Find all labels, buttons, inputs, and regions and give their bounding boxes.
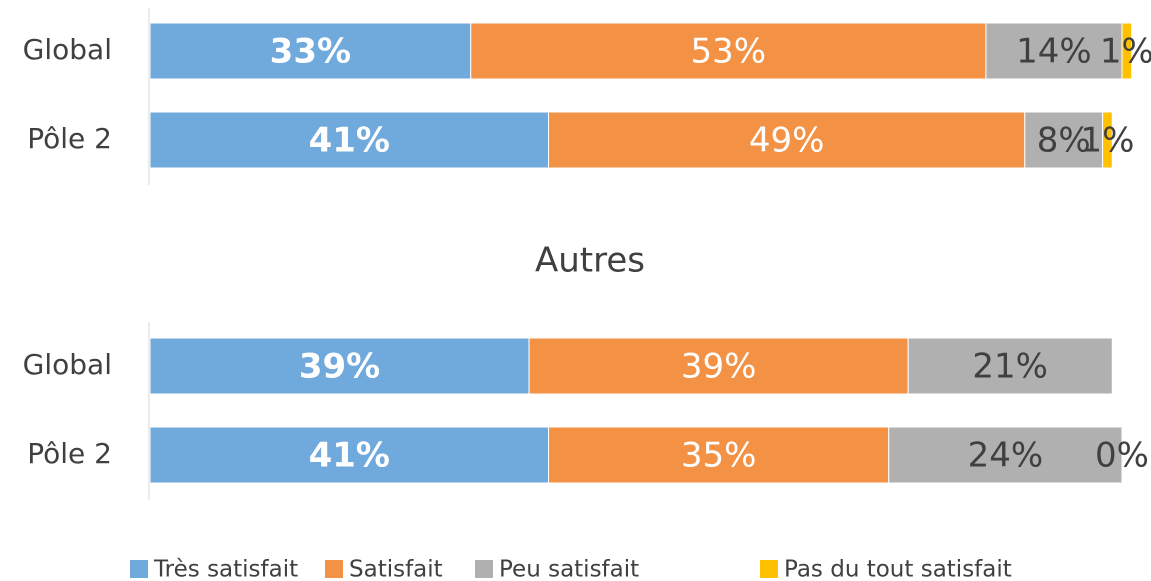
data-label: 33%	[270, 32, 351, 72]
legend-swatch	[325, 560, 343, 578]
bar-segment	[548, 111, 1026, 169]
legend-label: Très satisfait	[153, 557, 298, 581]
data-label: 39%	[299, 347, 380, 387]
legend-swatch	[475, 560, 493, 578]
bar-segment	[149, 22, 472, 80]
bar-segment	[149, 111, 550, 169]
data-label: 1%	[1100, 32, 1151, 72]
bar-segment	[470, 22, 987, 80]
data-label: 49%	[749, 121, 825, 161]
data-label: 1%	[1080, 121, 1134, 161]
bar-segment	[907, 337, 1113, 395]
bar-segment	[548, 426, 890, 484]
legend-swatch	[130, 560, 148, 578]
data-label: 8%	[1037, 121, 1091, 161]
category-label: Pôle 2	[27, 122, 112, 155]
bar-segment	[528, 337, 909, 395]
bar-segment	[149, 426, 550, 484]
data-label: 14%	[1016, 32, 1092, 72]
category-label: Global	[23, 33, 112, 66]
data-label: 53%	[691, 32, 767, 72]
data-label: 39%	[681, 347, 757, 387]
legend-label: Pas du tout satisfait	[784, 557, 1012, 581]
legend-label: Peu satisfait	[499, 557, 639, 581]
chart-title: Autres	[535, 241, 645, 281]
data-label: 35%	[681, 436, 757, 476]
data-label: 0%	[1095, 436, 1149, 476]
category-label: Global	[23, 348, 112, 381]
legend-label: Satisfait	[349, 557, 443, 581]
bar-segment	[1024, 111, 1104, 169]
legend-swatch	[760, 560, 778, 578]
data-label: 41%	[309, 121, 390, 161]
data-label: 24%	[968, 436, 1044, 476]
bar-segment	[1102, 111, 1113, 169]
bar-segment	[1121, 22, 1133, 80]
category-label: Pôle 2	[27, 437, 112, 470]
data-label: 21%	[972, 347, 1048, 387]
bar-segment	[985, 22, 1123, 80]
bar-segment	[888, 426, 1123, 484]
data-label: 41%	[309, 436, 390, 476]
